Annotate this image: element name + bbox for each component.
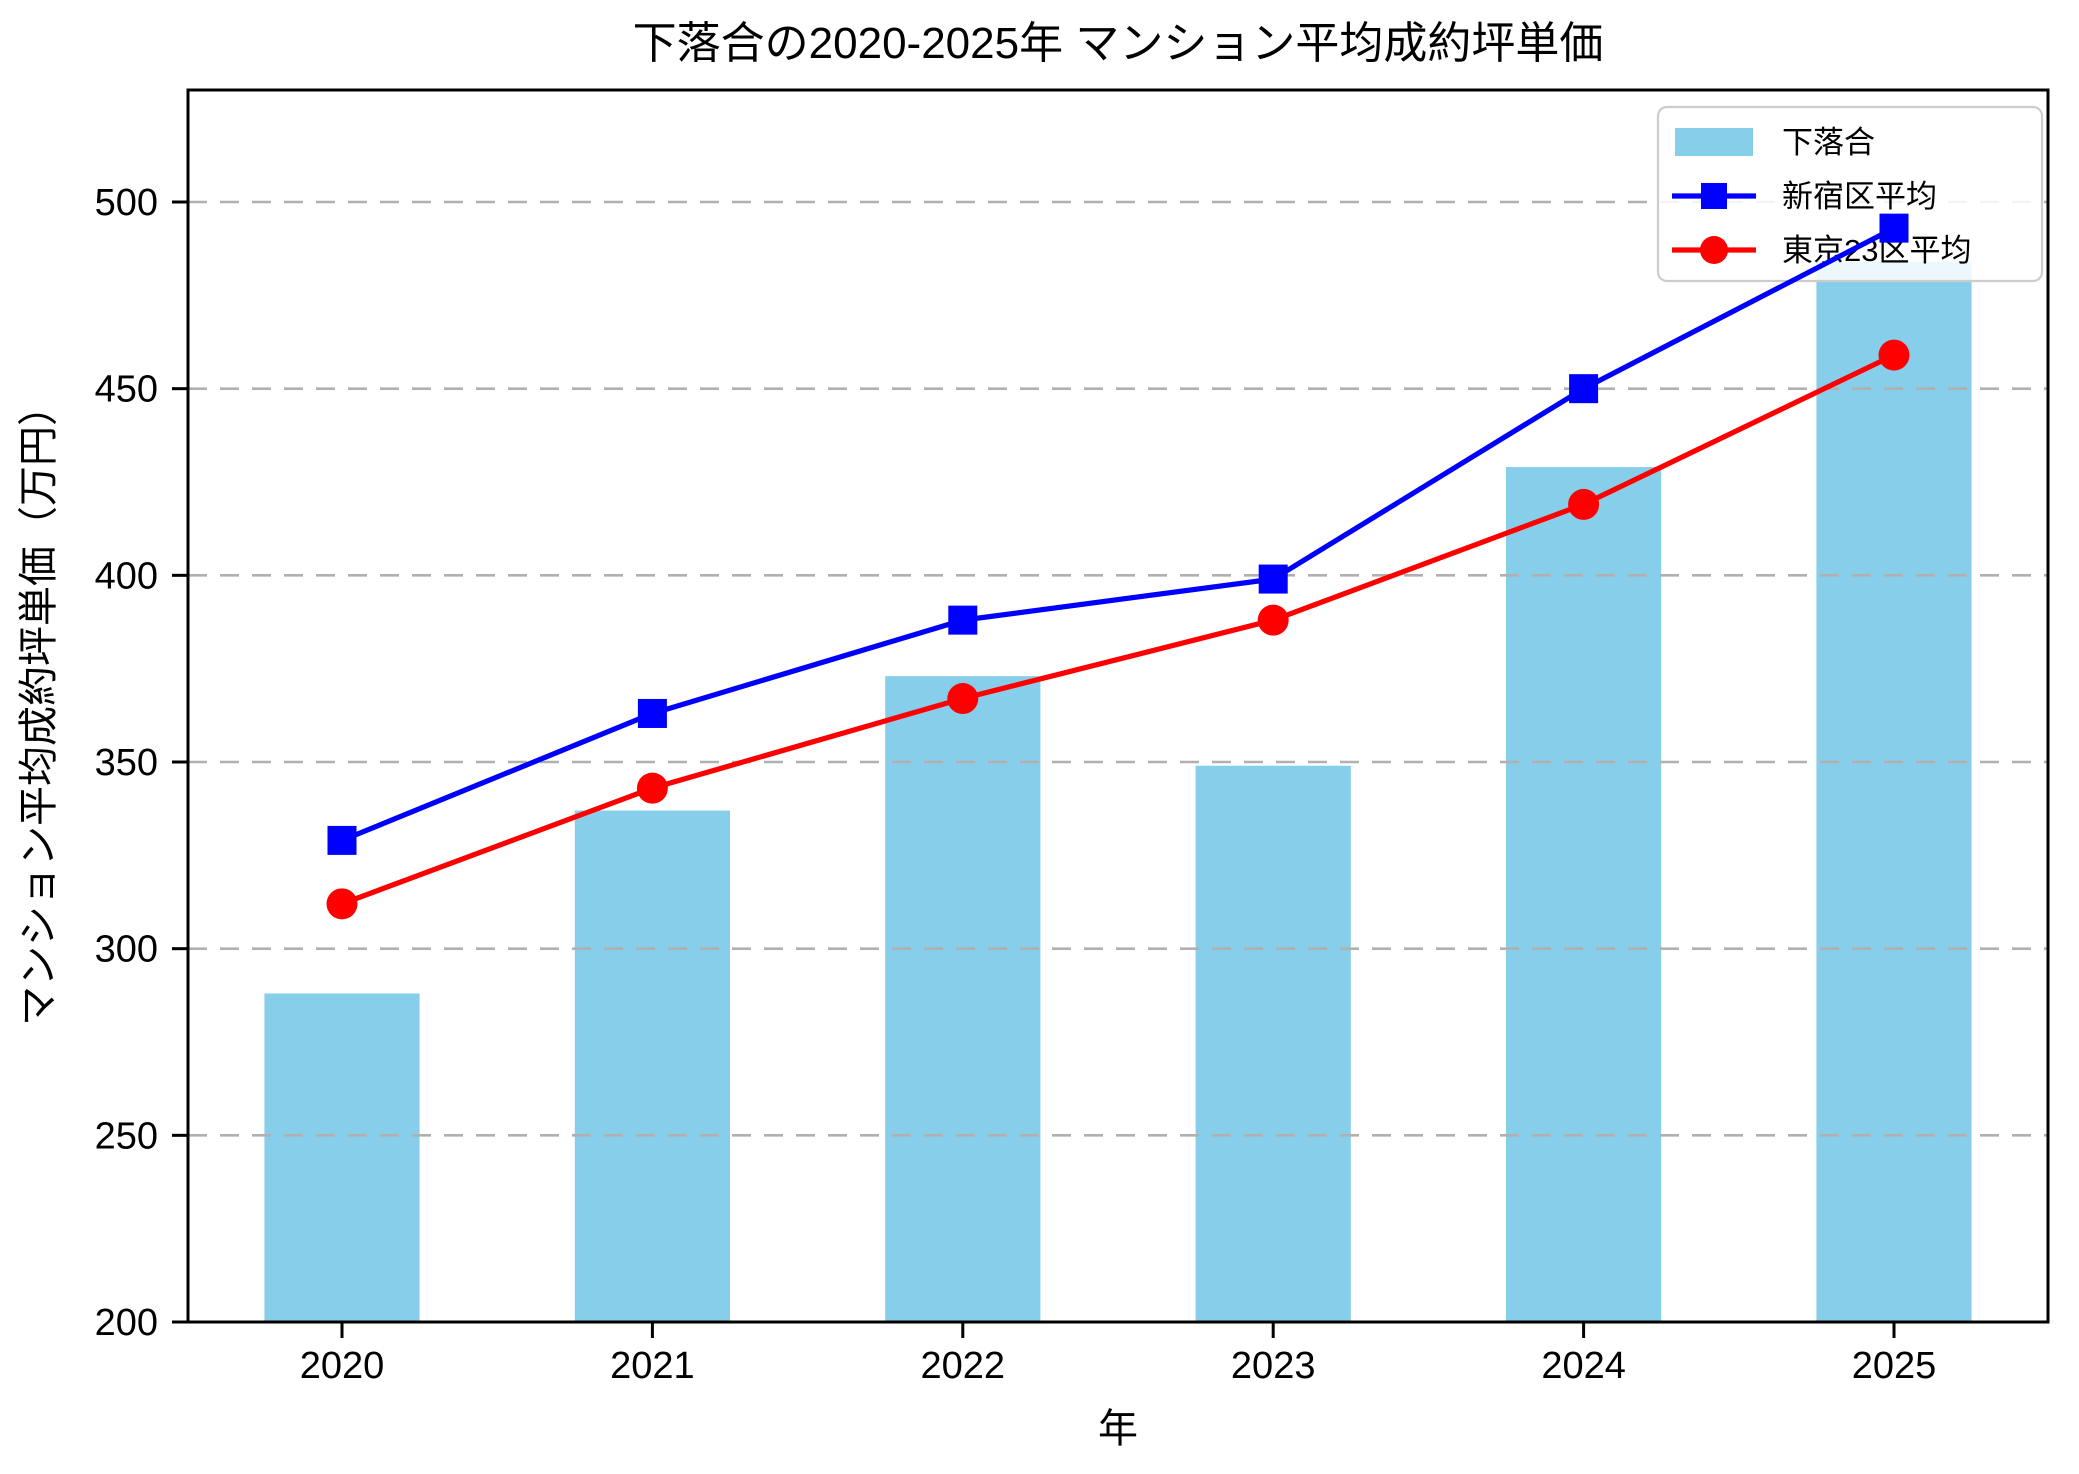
y-tick-label: 200	[95, 1302, 158, 1344]
chart-title: 下落合の2020-2025年 マンション平均成約坪単価	[633, 19, 1604, 68]
marker-circle-2023	[1257, 604, 1289, 636]
legend-label: 新宿区平均	[1782, 179, 1937, 214]
bar-2022	[885, 676, 1041, 1322]
y-tick-label: 250	[95, 1115, 158, 1157]
x-tick-label: 2025	[1852, 1345, 1937, 1387]
bar-2023	[1195, 765, 1351, 1322]
legend-marker-square-icon	[1701, 183, 1727, 209]
y-axis-label: マンション平均成約坪単価（万円）	[17, 386, 61, 1026]
legend-box	[1656, 105, 2044, 283]
x-tick-label: 2023	[1231, 1345, 1316, 1387]
marker-square-2024	[1569, 374, 1599, 404]
legend-marker-circle-icon	[1700, 236, 1728, 264]
x-axis-label: 年	[1098, 1407, 1138, 1451]
y-tick-label: 450	[95, 369, 158, 411]
marker-circle-2020	[326, 888, 358, 920]
plot-area: 200 250 300 350 400 450 500 2020 2021 2022 2023 202…	[95, 88, 2050, 1387]
line-新宿区平均	[341, 225, 1896, 843]
y-tick-label: 300	[95, 929, 158, 971]
bar-2025	[1816, 261, 1972, 1322]
marker-square-2025	[1879, 213, 1909, 243]
y-tick-label: 350	[95, 742, 158, 784]
x-tick-label: 2024	[1541, 1345, 1626, 1387]
marker-square-2021	[637, 698, 667, 728]
bar-2020	[264, 993, 420, 1322]
plot-border	[186, 88, 2050, 1324]
marker-square-2020	[327, 825, 357, 855]
marker-circle-2022	[947, 683, 979, 715]
marker-square-2023	[1258, 564, 1288, 594]
marker-circle-2024	[1568, 488, 1600, 520]
marker-circle-2025	[1878, 339, 1910, 371]
line-東京23区平均	[341, 352, 1896, 907]
bar-2024	[1506, 467, 1662, 1323]
legend-label: 下落合	[1782, 125, 1875, 160]
y-tick-label: 400	[95, 555, 158, 597]
x-tick-label: 2022	[921, 1345, 1006, 1387]
y-tick-label: 500	[95, 182, 158, 224]
legend-swatch-bar	[1675, 128, 1753, 156]
marker-circle-2021	[636, 772, 668, 804]
marker-square-2022	[948, 605, 978, 635]
x-tick-label: 2021	[610, 1345, 695, 1387]
x-tick-label: 2020	[300, 1345, 385, 1387]
bar-2021	[574, 810, 730, 1322]
